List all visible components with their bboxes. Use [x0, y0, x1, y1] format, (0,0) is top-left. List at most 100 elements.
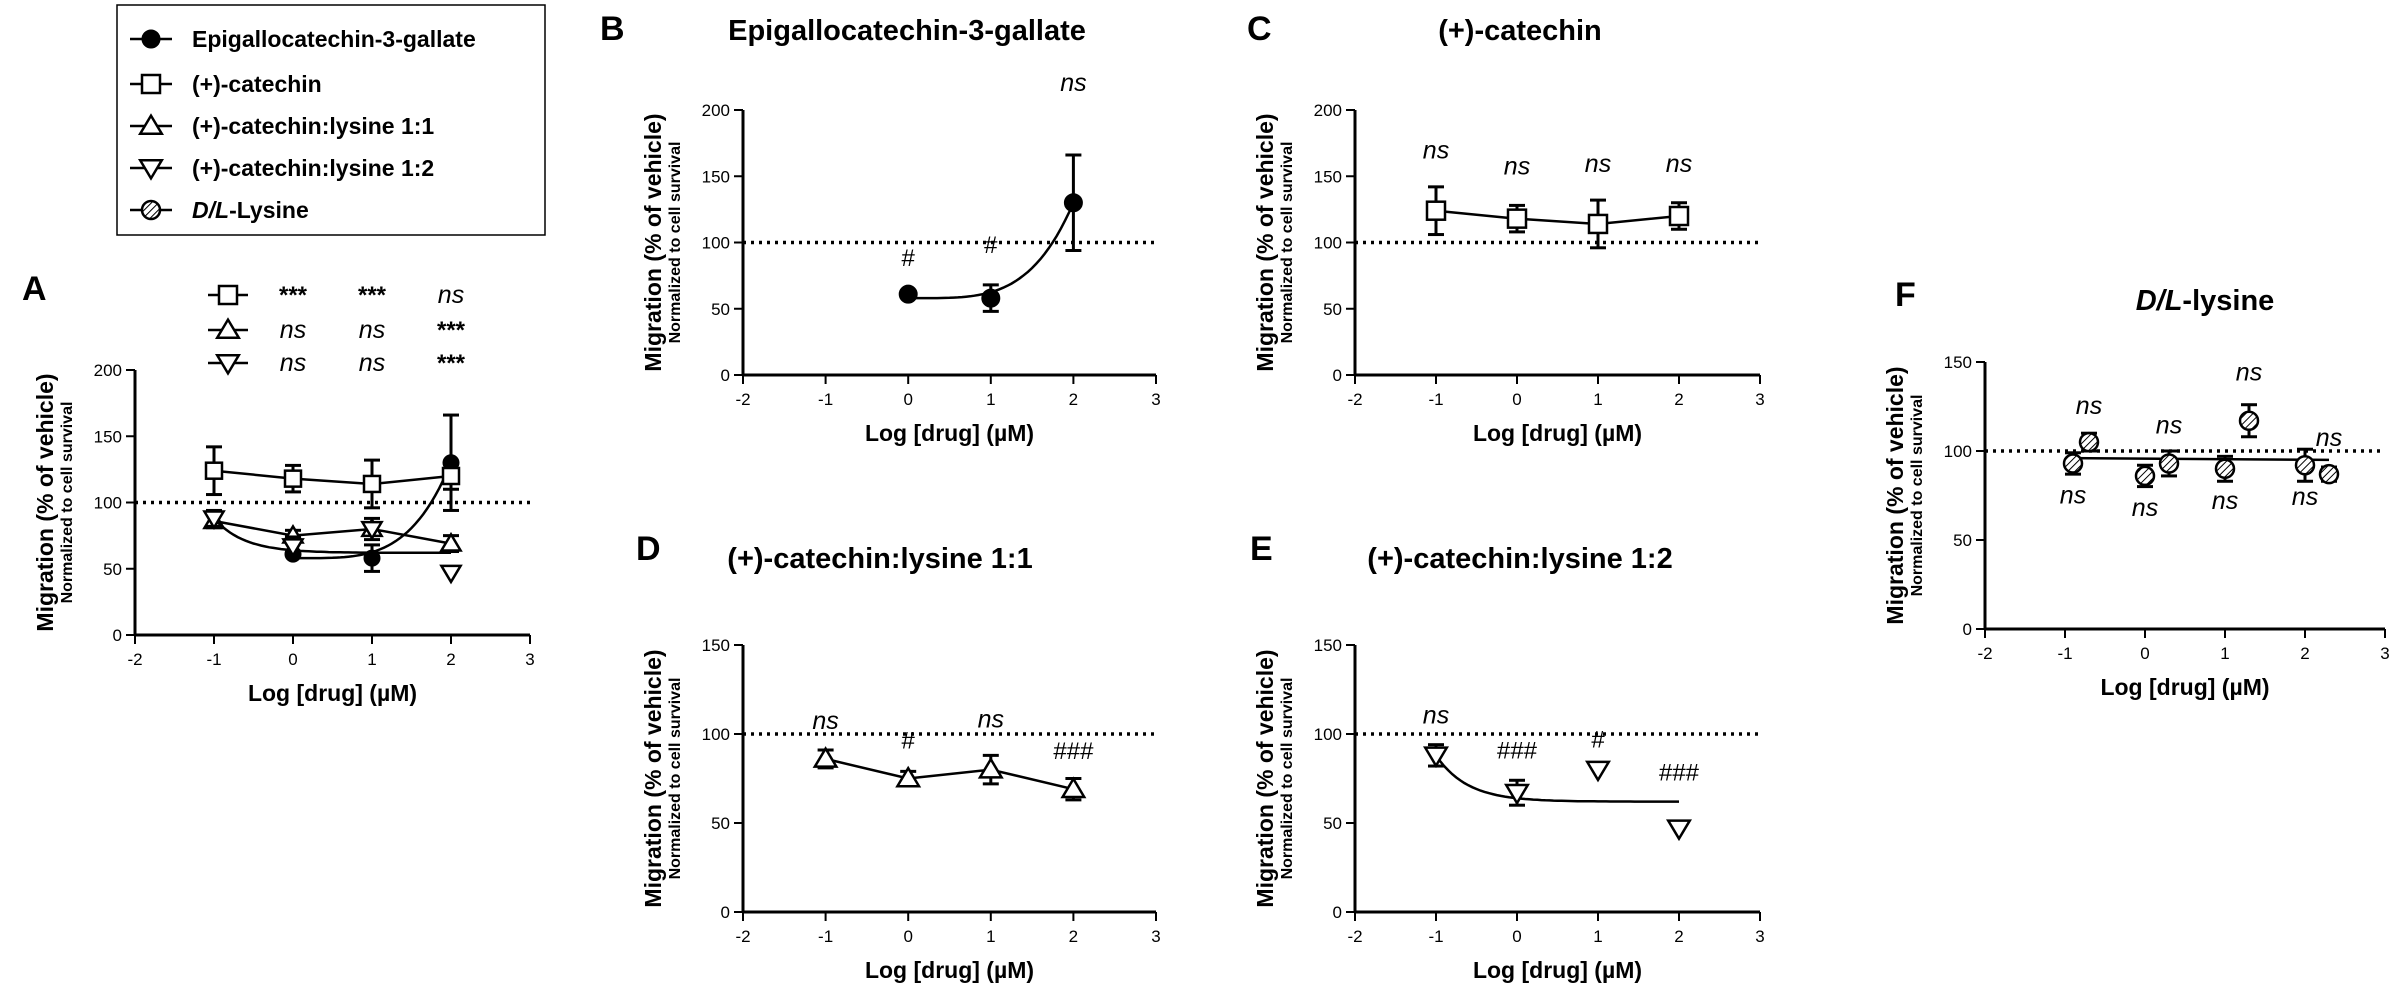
y-tick-label: 100: [702, 725, 730, 744]
data-point: [439, 531, 463, 552]
data-point: [1668, 205, 1690, 227]
x-tick-label: 0: [903, 390, 912, 409]
y-tick-label: 100: [1314, 725, 1342, 744]
y-tick-label: 200: [94, 361, 122, 380]
y-tick-label: 50: [1323, 814, 1342, 833]
x-tick-label: -2: [1347, 390, 1362, 409]
legend-label-dl-italic: D/L: [192, 197, 229, 223]
sig-row-marker: [217, 284, 239, 306]
data-point: [362, 474, 382, 494]
legend-marker-square: [140, 73, 162, 95]
panel-d: 0 50 100 150 -2 -1 0 1 2 3 Log [drug] (µM) Migratio…: [640, 636, 1161, 983]
y-tick-label: 150: [702, 167, 730, 186]
x-tick-label: -1: [1428, 390, 1443, 409]
legend-marker-circle-hatched: [140, 199, 162, 221]
data-point: [1584, 760, 1612, 783]
panel-letter-b: B: [600, 10, 625, 48]
x-axis-label: Log [drug] (µM): [865, 420, 1034, 446]
data-point: [2214, 458, 2236, 480]
y-tick-label: 0: [1333, 366, 1342, 385]
series-square: ns ns ns ns: [1423, 137, 1692, 250]
x-tick-label: 1: [367, 650, 376, 669]
y-tick-label: 150: [1944, 353, 1972, 372]
significance-label: ns: [2132, 494, 2158, 522]
y-tick-label: 100: [1944, 442, 1972, 461]
x-axis-label: Log [drug] (µM): [1473, 957, 1642, 983]
series-line: [825, 757, 1074, 791]
series-triangle-up: ns # ns ###: [812, 706, 1094, 802]
y-axis-sublabel: Normalized to cell survival: [1909, 395, 1926, 597]
data-point: [977, 756, 1004, 779]
y-tick-label: 50: [1323, 300, 1342, 319]
sig-row-label: ***: [437, 317, 466, 344]
y-axis-label: Migration (% of vehicle): [1252, 649, 1278, 907]
data-point: [1063, 193, 1083, 213]
data-point: [812, 746, 839, 768]
y-tick-label: 100: [702, 234, 730, 253]
x-tick-label: -1: [818, 390, 833, 409]
panel-b-title: Epigallocatechin-3-gallate: [728, 15, 1086, 47]
x-tick-label: -2: [735, 390, 750, 409]
sig-row-label: ns: [438, 281, 464, 309]
series-line: [213, 519, 452, 545]
legend-markers: [130, 29, 172, 221]
y-tick-label: 100: [94, 494, 122, 513]
x-tick-label: -2: [1977, 644, 1992, 663]
x-tick-label: 3: [1151, 927, 1160, 946]
y-tick-label: 150: [1314, 636, 1342, 655]
y-tick-label: 50: [711, 814, 730, 833]
x-tick-label: 3: [1755, 390, 1764, 409]
series-line: [1434, 754, 1679, 803]
x-tick-label: 2: [1069, 390, 1078, 409]
x-axis-label: Log [drug] (µM): [865, 957, 1034, 983]
significance-label: ns: [978, 706, 1004, 734]
data-point: [363, 549, 381, 567]
significance-label: ns: [2076, 392, 2102, 420]
series-line: [213, 517, 451, 555]
data-point: [283, 469, 303, 488]
x-tick-label: 0: [2140, 644, 2149, 663]
y-axis-sublabel: Normalized to cell survival: [667, 678, 684, 880]
x-axis-label: Log [drug] (µM): [248, 680, 417, 706]
legend-label-catechin: (+)-catechin: [192, 71, 322, 97]
y-tick-label: 50: [103, 560, 122, 579]
legend-marker-triangle-up: [137, 113, 165, 136]
x-tick-label: 1: [1593, 927, 1602, 946]
data-point: [360, 520, 384, 541]
significance-label: ns: [1585, 150, 1611, 178]
y-tick-label: 0: [1333, 903, 1342, 922]
sig-row-marker: [214, 353, 242, 376]
legend-frame: [116, 4, 546, 236]
data-point: [202, 510, 226, 531]
series-triangle-up: [202, 509, 463, 554]
series-triangle-down: ns### ####: [1422, 701, 1700, 842]
significance-label: ###: [1053, 738, 1094, 765]
significance-label: ###: [1659, 759, 1700, 786]
significance-label: ns: [2060, 481, 2086, 509]
data-point: [1506, 208, 1528, 229]
sig-row-marker: [214, 317, 242, 340]
significance-label: ns: [1423, 701, 1449, 729]
legend-label-dl-rest: -Lysine: [229, 197, 309, 223]
data-point: [439, 564, 463, 585]
y-tick-label: 150: [702, 636, 730, 655]
x-tick-label: 1: [1593, 390, 1602, 409]
y-axis-label: Migration (% of vehicle): [640, 113, 666, 371]
legend-label-catechin-lysine-11: (+)-catechin:lysine 1:1: [192, 113, 434, 139]
panel-f-title-rest: -lysine: [2182, 285, 2274, 317]
y-tick-label: 150: [1314, 167, 1342, 186]
y-tick-label: 0: [721, 903, 730, 922]
y-axis-label: Migration (% of vehicle): [1252, 113, 1278, 371]
data-point: [981, 288, 1001, 308]
series-line: [213, 469, 452, 486]
significance-label: ns: [1060, 69, 1086, 97]
x-tick-label: 3: [525, 650, 534, 669]
data-point: [441, 466, 461, 486]
significance-label: ns: [2212, 487, 2238, 515]
data-point: [1422, 746, 1450, 769]
x-tick-label: 0: [1512, 390, 1521, 409]
significance-label: #: [984, 232, 998, 259]
data-point: [2238, 410, 2260, 431]
panel-letter-e: E: [1250, 530, 1273, 568]
x-tick-label: 3: [1151, 390, 1160, 409]
